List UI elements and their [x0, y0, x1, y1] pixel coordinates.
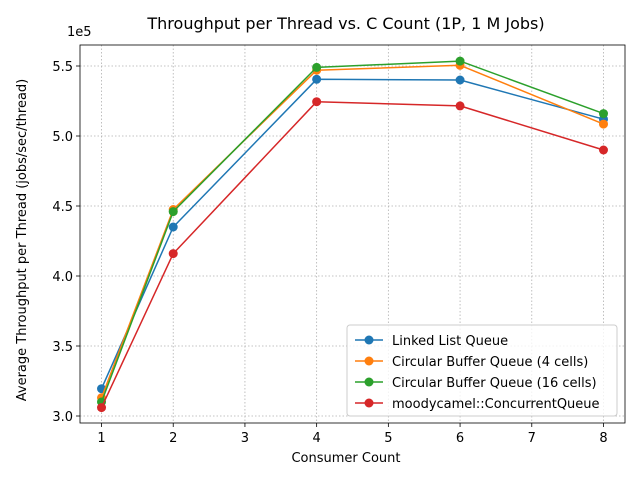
y-tick-label: 3.5: [52, 340, 73, 355]
y-tick-label: 5.0: [52, 130, 73, 145]
x-tick-label: 3: [241, 431, 249, 446]
series-3-point: [312, 62, 322, 72]
x-tick-label: 7: [528, 431, 536, 446]
x-tick-label: 6: [456, 431, 464, 446]
y-offset-label: 1e5: [67, 25, 92, 40]
x-tick-label: 1: [97, 431, 105, 446]
legend-marker: [364, 356, 374, 366]
legend-marker: [364, 398, 374, 408]
legend-marker: [364, 377, 374, 387]
x-tick-label: 2: [169, 431, 177, 446]
y-tick-label: 4.5: [52, 200, 73, 215]
series-3-point: [455, 56, 465, 66]
x-axis-label: Consumer Count: [291, 451, 400, 466]
series-1-point: [312, 74, 322, 84]
x-tick-label: 8: [599, 431, 607, 446]
series-4-point: [97, 403, 107, 413]
ticks: 1 2 3 4 5 6 7 8 3.0 3.5 4.0 4.5 5.0 5.5: [52, 60, 607, 446]
x-tick-label: 5: [384, 431, 392, 446]
series-4-point: [168, 249, 178, 259]
plot-frame: [79, 44, 626, 424]
y-tick-label: 4.0: [52, 270, 73, 285]
legend-box: [346, 324, 618, 417]
legend-label: Circular Buffer Queue (4 cells): [392, 355, 588, 370]
legend: Linked List Queue Circular Buffer Queue (…: [346, 324, 618, 417]
series-1-point: [168, 222, 178, 232]
legend-label: moodycamel::ConcurrentQueue: [392, 397, 600, 412]
series-4-point: [312, 97, 322, 107]
series-2-point: [598, 119, 608, 129]
x-tick-label: 4: [313, 431, 321, 446]
series-4-point: [455, 101, 465, 111]
y-axis-label: Average Throughput per Thread (jobs/sec/…: [15, 79, 30, 402]
y-tick-label: 5.5: [52, 60, 73, 75]
legend-label: Linked List Queue: [392, 334, 508, 349]
legend-label: Circular Buffer Queue (16 cells): [392, 376, 597, 391]
series-4-point: [598, 145, 608, 155]
y-tick-label: 3.0: [52, 410, 73, 425]
chart-title: Throughput per Thread vs. C Count (1P, 1…: [146, 14, 544, 33]
series-1-point: [455, 75, 465, 85]
legend-marker: [364, 335, 374, 345]
series-3-point: [598, 109, 608, 119]
series-3-point: [168, 207, 178, 217]
series-layer: [97, 56, 608, 413]
